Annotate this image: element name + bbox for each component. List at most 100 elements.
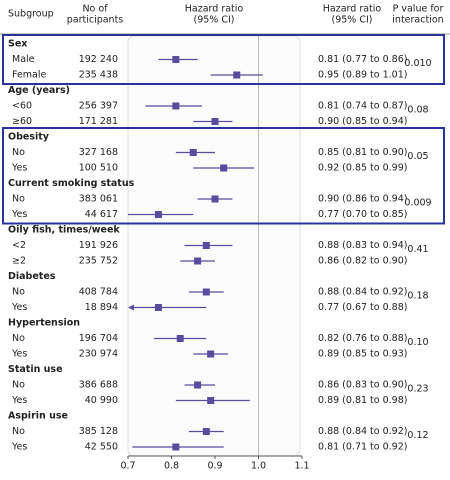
- hr-label: 0.95 (0.89 to 1.01): [318, 70, 407, 81]
- group-label: Age (years): [8, 85, 70, 96]
- group-label: Oily fish, times/week: [8, 225, 120, 236]
- participants: 44 617: [85, 209, 118, 220]
- participants: 171 281: [79, 116, 118, 127]
- row-label: Yes: [11, 442, 27, 453]
- hr-label: 0.81 (0.71 to 0.92): [318, 442, 407, 453]
- hr-label: 0.89 (0.85 to 0.93): [318, 349, 407, 360]
- row-label: Yes: [11, 302, 27, 313]
- participants: 235 438: [79, 70, 118, 81]
- hr-marker: [172, 443, 180, 451]
- hr-marker: [154, 211, 162, 218]
- p-value: 0.08: [407, 105, 428, 116]
- hr-label: 0.88 (0.84 to 0.92): [318, 287, 407, 298]
- header: Subgroup: [8, 9, 54, 20]
- hr-label: 0.88 (0.83 to 0.94): [318, 240, 407, 251]
- participants: 256 397: [79, 101, 118, 112]
- header: interaction: [392, 15, 443, 26]
- p-value: 0.18: [407, 291, 428, 302]
- header: participants: [67, 15, 124, 26]
- header: (95% CI): [332, 15, 373, 26]
- hr-marker: [220, 164, 228, 172]
- row-label: ≥2: [12, 256, 26, 267]
- p-value: 0.009: [404, 198, 431, 209]
- hr-marker: [202, 428, 210, 435]
- participants: 385 128: [79, 426, 118, 437]
- p-value: 0.41: [407, 244, 428, 255]
- x-tick-label: 0.7: [120, 461, 135, 472]
- hr-label: 0.82 (0.76 to 0.88): [318, 333, 407, 344]
- row-label: <60: [12, 101, 32, 112]
- hr-label: 0.85 (0.81 to 0.90): [318, 147, 407, 158]
- p-value: 0.10: [407, 337, 428, 348]
- row-label: No: [12, 380, 25, 391]
- row-label: No: [12, 147, 25, 158]
- hr-marker: [189, 149, 197, 156]
- participants: 40 990: [85, 395, 118, 406]
- hr-label: 0.92 (0.85 to 0.99): [318, 163, 407, 174]
- p-value: 0.010: [404, 58, 431, 69]
- x-tick-label: 0.9: [207, 461, 222, 472]
- hr-marker: [172, 56, 180, 63]
- participants: 100 510: [79, 163, 118, 174]
- hr-marker: [211, 118, 219, 125]
- participants: 18 894: [85, 302, 118, 313]
- participants: 408 784: [79, 287, 118, 298]
- row-label: No: [12, 426, 25, 437]
- participants: 230 974: [79, 349, 118, 360]
- hr-marker: [176, 335, 184, 342]
- p-value: 0.05: [407, 151, 428, 162]
- hr-label: 0.77 (0.67 to 0.88): [318, 302, 407, 313]
- x-tick-label: 0.8: [164, 461, 179, 472]
- group-label: Aspirin use: [8, 411, 68, 422]
- row-label: Male: [12, 54, 35, 65]
- group-label: Sex: [8, 39, 27, 50]
- ci-arrow: [128, 304, 134, 311]
- group-label: Obesity: [8, 132, 50, 143]
- hr-marker: [154, 304, 162, 311]
- participants: 386 688: [79, 380, 118, 391]
- hr-label: 0.81 (0.74 to 0.87): [318, 101, 407, 112]
- p-value: 0.23: [407, 384, 428, 395]
- participants: 192 240: [79, 54, 118, 65]
- participants: 383 061: [79, 194, 118, 205]
- row-label: Yes: [11, 395, 27, 406]
- row-label: Yes: [11, 209, 27, 220]
- hr-label: 0.89 (0.81 to 0.98): [318, 395, 407, 406]
- hr-label: 0.88 (0.84 to 0.92): [318, 426, 407, 437]
- hr-marker: [172, 102, 180, 110]
- header: No of: [82, 4, 108, 15]
- hr-marker: [202, 242, 210, 249]
- x-tick-label: 1.1: [294, 461, 309, 472]
- row-label: Yes: [11, 163, 27, 174]
- participants: 42 550: [85, 442, 118, 453]
- row-label: Yes: [11, 349, 27, 360]
- hr-label: 0.90 (0.86 to 0.94): [318, 194, 407, 205]
- participants: 196 704: [79, 333, 118, 344]
- hr-marker: [202, 288, 210, 296]
- hr-label: 0.77 (0.70 to 0.85): [318, 209, 407, 220]
- x-tick-label: 1.0: [251, 461, 266, 472]
- group-label: Current smoking status: [8, 178, 135, 189]
- hr-label: 0.90 (0.85 to 0.94): [318, 116, 407, 127]
- group-label: Diabetes: [8, 271, 56, 282]
- row-label: No: [12, 287, 25, 298]
- hr-marker: [194, 257, 202, 265]
- header: Hazard ratio: [185, 4, 244, 15]
- participants: 235 752: [79, 256, 118, 267]
- participants: 327 168: [79, 147, 118, 158]
- p-value: 0.12: [407, 430, 428, 441]
- hr-marker: [211, 195, 219, 203]
- hr-marker: [194, 381, 202, 389]
- hr-marker: [233, 71, 241, 79]
- row-label: No: [12, 194, 25, 205]
- hr-marker: [207, 397, 215, 404]
- header: Hazard ratio: [323, 4, 382, 15]
- hr-label: 0.86 (0.83 to 0.90): [318, 380, 407, 391]
- participants: 191 926: [79, 240, 118, 251]
- hr-marker: [207, 350, 215, 358]
- group-label: Statin use: [8, 364, 63, 375]
- group-label: Hypertension: [8, 318, 80, 329]
- hr-label: 0.81 (0.77 to 0.86): [318, 54, 407, 65]
